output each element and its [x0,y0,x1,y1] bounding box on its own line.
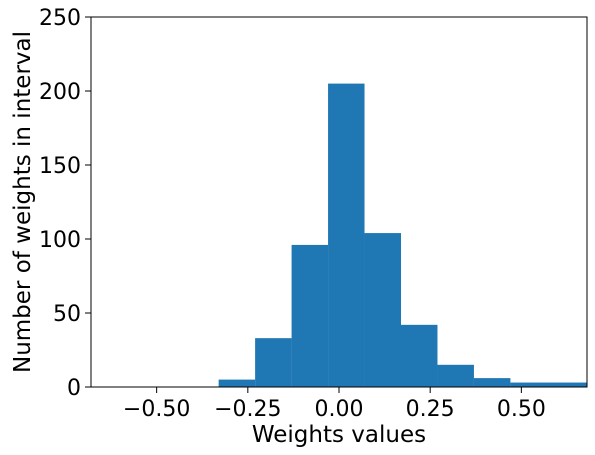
y-tick-label: 100 [39,228,81,253]
y-tick-label: 0 [67,376,81,401]
x-tick-label: 0.00 [315,397,364,422]
x-axis-ticks: −0.50 −0.25 0.00 0.25 0.50 [123,387,546,422]
histogram-bar-1 [255,338,292,387]
histogram-bar-8 [510,382,587,387]
histogram-bar-4 [364,233,401,387]
histogram-bar-7 [473,378,511,387]
histogram-bar-6 [437,364,474,387]
histogram-bar-3 [328,83,365,387]
x-tick-label: −0.50 [123,397,190,422]
x-tick-label: 0.25 [406,397,455,422]
x-axis-label: Weights values [252,422,426,448]
y-tick-label: 150 [39,154,81,179]
histogram-bar-2 [291,244,329,387]
histogram-bar-0 [218,379,256,387]
y-axis-label: Number of weights in interval [10,31,36,373]
x-tick-label: 0.50 [497,397,546,422]
x-tick-label: −0.25 [214,397,281,422]
y-tick-label: 200 [39,80,81,105]
y-tick-label: 50 [53,302,81,327]
y-tick-label: 250 [39,6,81,31]
histogram-bars [218,83,587,387]
histogram-bar-5 [401,324,438,387]
plot-frame [90,16,588,388]
y-axis-ticks: 0 50 100 150 200 250 [39,6,91,401]
